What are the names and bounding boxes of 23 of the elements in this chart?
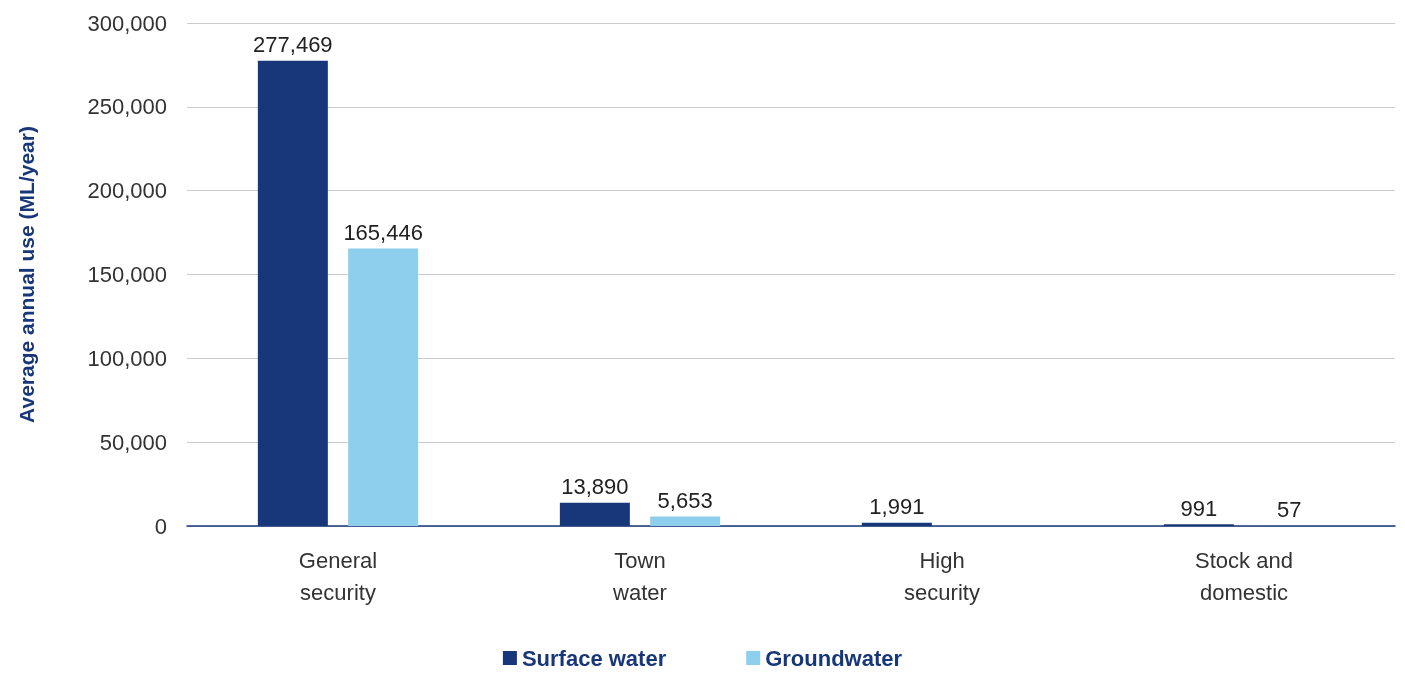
- x-tick-label: High security: [904, 547, 980, 605]
- data-label: 165,446: [343, 220, 423, 246]
- bar: [348, 248, 419, 526]
- data-label: 57: [1276, 497, 1302, 523]
- x-tick-label: Town water: [612, 547, 667, 605]
- bar: [650, 516, 721, 526]
- legend-label: Surface water: [521, 645, 667, 671]
- data-label: 13,890: [561, 474, 629, 500]
- y-axis-title: Average annual use (ML/year): [15, 126, 38, 423]
- y-tick-label: 0: [154, 513, 167, 539]
- y-tick-label: 200,000: [87, 178, 167, 204]
- data-label: 991: [1180, 495, 1218, 521]
- legend-label: Groundwater: [765, 645, 903, 671]
- x-tick-label: General security: [298, 547, 378, 605]
- y-tick-label: 50,000: [99, 429, 167, 455]
- data-label: 277,469: [253, 32, 333, 58]
- y-tick-label: 150,000: [87, 262, 167, 287]
- x-tick-label: Stock and domestic: [1195, 547, 1293, 605]
- y-tick-label: 250,000: [87, 94, 167, 120]
- data-label: 1,991: [869, 494, 925, 520]
- y-tick-label: 300,000: [87, 10, 167, 36]
- data-label: 5,653: [657, 488, 713, 514]
- y-tick-label: 100,000: [87, 345, 167, 371]
